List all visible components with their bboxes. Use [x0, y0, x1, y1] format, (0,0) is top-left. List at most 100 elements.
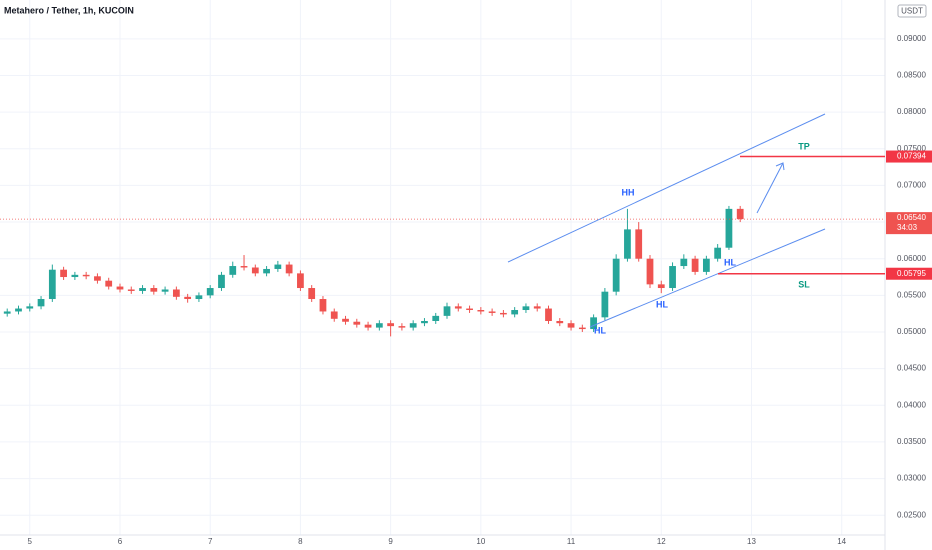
candle-body: [60, 269, 67, 278]
candle-body: [375, 323, 383, 328]
candle-body: [105, 280, 113, 287]
candle-body: [139, 288, 146, 291]
candle-body: [161, 289, 169, 292]
candle-body: [82, 274, 90, 277]
last-price-tag: [886, 212, 932, 235]
candle-body: [71, 274, 79, 278]
candle-body: [545, 308, 552, 321]
candle-body: [285, 264, 293, 274]
channel-upper: [507, 113, 826, 263]
candle-body: [297, 273, 304, 289]
candle-body: [680, 258, 688, 267]
candle-body: [150, 288, 158, 292]
candle-body: [319, 299, 327, 312]
level-tag: [886, 150, 932, 163]
candle-body: [691, 258, 699, 272]
candle-body: [522, 306, 530, 311]
y-tick-label: 0.07500: [897, 144, 926, 153]
candle-body: [184, 296, 192, 300]
candle-body: [488, 311, 496, 313]
candle-body: [409, 323, 417, 328]
candle-body: [601, 291, 609, 318]
x-tick-label: 11: [567, 537, 576, 546]
annotation: HL: [594, 325, 606, 335]
y-tick-label: 0.05000: [897, 327, 926, 336]
y-tick-label: 0.02500: [897, 510, 926, 519]
channel-lower: [589, 228, 826, 328]
candle-body: [94, 276, 101, 281]
candle-body: [218, 274, 225, 289]
candle-body: [206, 288, 214, 296]
candle-body: [330, 311, 338, 319]
candle-body: [635, 229, 643, 259]
candle-body: [251, 267, 259, 274]
candle-body: [612, 258, 620, 292]
candle-body: [387, 323, 395, 327]
candle-body: [702, 258, 710, 272]
candle-body: [37, 299, 45, 307]
y-tick-label: 0.08500: [897, 71, 926, 80]
candle-body: [477, 310, 485, 312]
candle-body: [342, 318, 349, 322]
annotation: HH: [622, 187, 635, 197]
candle-body: [590, 317, 597, 330]
candle-body: [308, 288, 316, 300]
candle-body: [657, 284, 665, 289]
candle-body: [669, 266, 676, 289]
candle-body: [624, 229, 631, 259]
y-tick-label: 0.08000: [897, 107, 926, 116]
candle-body: [172, 289, 180, 297]
candle-body: [432, 315, 440, 321]
countdown-label: 34:03: [897, 223, 918, 232]
annotation: HL: [656, 299, 668, 309]
candle-body: [240, 266, 248, 268]
y-tick-label: 0.03500: [897, 437, 926, 446]
y-tick-label: 0.06000: [897, 254, 926, 263]
annotation: HL: [724, 257, 736, 267]
candle-body: [353, 321, 361, 325]
y-tick-label: 0.05500: [897, 290, 926, 299]
y-tick-label: 0.09000: [897, 34, 926, 43]
candle-body: [398, 326, 406, 328]
grid: [0, 0, 885, 535]
candle-body: [556, 321, 564, 324]
candle-body: [533, 306, 541, 309]
arrow-head: [775, 162, 785, 171]
currency-label: USDT: [901, 7, 923, 16]
level-label: 0.07394: [897, 152, 926, 161]
level-label: 0.05795: [897, 269, 926, 278]
candle-body: [646, 258, 654, 285]
candle-body: [48, 269, 56, 300]
candle-body: [195, 295, 203, 300]
y-tick-label: 0.04000: [897, 400, 926, 409]
axes: 0.02500 0.03000 0.03500 0.04000 0.04500 0.050…: [0, 34, 932, 546]
x-tick-label: 12: [657, 537, 666, 546]
candle-body: [725, 208, 733, 248]
candle-body: [443, 306, 451, 316]
candle-body: [511, 310, 519, 315]
x-tick-label: 9: [388, 537, 393, 546]
x-tick-label: 8: [298, 537, 303, 546]
annotation: TP: [798, 141, 810, 151]
candle-body: [454, 306, 462, 309]
candle-body: [229, 266, 237, 275]
y-tick-label: 0.03000: [897, 474, 926, 483]
x-tick-label: 10: [476, 537, 485, 546]
candle-body: [421, 321, 428, 324]
candle-body: [26, 306, 34, 309]
y-tick-label: 0.07000: [897, 181, 926, 190]
chart-title: Metahero / Tether, 1h, KUCOIN: [4, 5, 134, 15]
candle-body: [500, 312, 507, 315]
candles: [3, 205, 744, 337]
annotation: SL: [798, 279, 810, 289]
candle-body: [466, 308, 473, 311]
level-tag: [886, 267, 932, 280]
x-tick-label: 6: [118, 537, 123, 546]
candle-body: [736, 208, 744, 220]
candle-body: [714, 247, 722, 259]
arrow: [756, 162, 785, 214]
y-tick-label: 0.04500: [897, 364, 926, 373]
candle-body: [364, 324, 372, 328]
